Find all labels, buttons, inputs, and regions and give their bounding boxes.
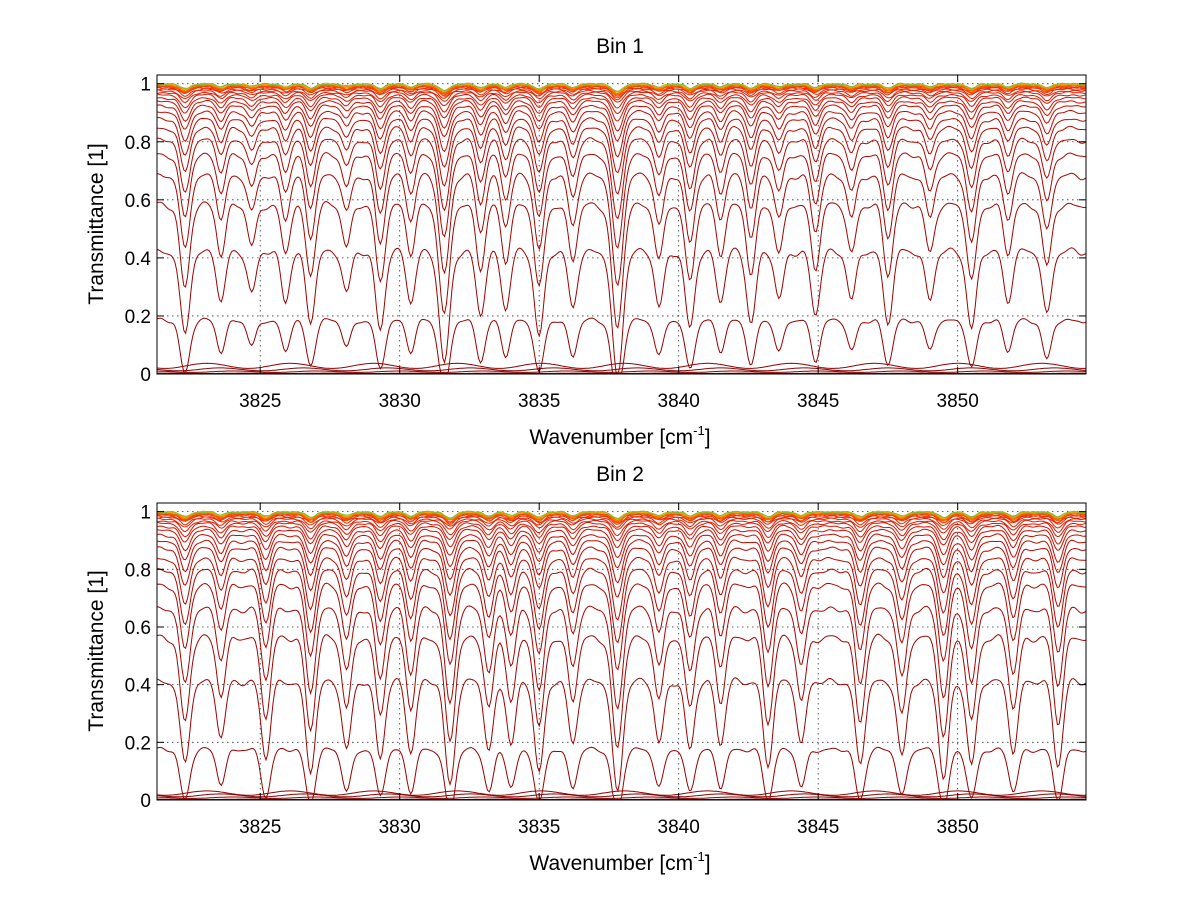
y-tick-label: 0.4: [125, 676, 152, 697]
series-line: [156, 367, 1087, 372]
y-axis-label: Transmittance [1]: [85, 143, 108, 304]
y-tick-label: 0.2: [125, 733, 151, 754]
series-line: [156, 528, 1087, 559]
axes-box: [156, 74, 1087, 375]
series-line: [156, 82, 1087, 93]
series-line: [157, 510, 1087, 520]
series-line: [156, 137, 1087, 220]
x-tick-label: 3825: [239, 391, 281, 412]
series-line: [156, 109, 1087, 158]
ticks: 3825 3830 3835 3840 3845 3850 0 0.2 0.4 0.6 0.8 1: [125, 75, 1086, 412]
x-tick-label: 3835: [518, 817, 560, 838]
series-line: [156, 524, 1087, 549]
series-line: [156, 104, 1087, 142]
axes-box: [156, 502, 1087, 801]
series-line: [156, 633, 1087, 749]
chart-title: Bin 1: [596, 35, 644, 58]
series-line: [156, 510, 1087, 520]
series-line: [156, 93, 1087, 115]
x-axis-label-text: Wavenumber [cm: [529, 852, 693, 875]
chart-panel-bin-2: Bin 2 3825 3830 3835 3840 3845 3850 0 0.2 0.4 0.6…: [85, 463, 1087, 875]
series-line: [157, 152, 1086, 249]
series-line: [156, 84, 1087, 97]
x-tick-label: 3830: [379, 817, 421, 838]
series-line: [156, 605, 1087, 710]
series-line: [156, 96, 1087, 122]
y-tick-label: 0.6: [125, 618, 151, 639]
series-line: [156, 567, 1087, 644]
x-tick-label: 3840: [658, 817, 700, 838]
y-tick-label: 0: [140, 365, 151, 386]
x-axis-label-sup: -1: [693, 849, 705, 864]
x-axis-label: Wavenumber [cm-1]: [529, 423, 710, 449]
y-tick-label: 1: [140, 503, 151, 524]
x-tick-label: 3845: [797, 391, 839, 412]
series-line: [156, 87, 1087, 101]
ticks: 3825 3830 3835 3840 3845 3850 0 0.2 0.4 0.6 0.8 1: [125, 503, 1086, 838]
series-line: [156, 125, 1087, 195]
series-line: [157, 82, 1087, 92]
series-line: [156, 511, 1087, 522]
series-line: [156, 172, 1087, 287]
series-line: [156, 83, 1087, 95]
series-line: [156, 790, 1086, 796]
x-axis-label-text: Wavenumber [cm: [529, 426, 693, 449]
series-line: [156, 247, 1087, 375]
x-tick-label: 3850: [937, 817, 979, 838]
y-axis-label: Transmittance [1]: [85, 570, 108, 731]
series-line: [156, 362, 1086, 369]
y-tick-label: 0.6: [125, 191, 151, 212]
y-tick-label: 0.8: [125, 133, 151, 154]
series-line: [156, 521, 1087, 542]
series-line: [156, 546, 1087, 598]
series-line: [156, 99, 1087, 132]
x-axis-label-end: ]: [705, 852, 711, 875]
series-line: [156, 519, 1087, 537]
chart-panel-bin-1: Bin 1 3825 3830 3835 3840 3845 3850 0 0.2 0.4 0.6…: [85, 35, 1087, 449]
series-line: [156, 89, 1087, 103]
series-line: [156, 533, 1087, 569]
y-tick-label: 0.8: [125, 560, 151, 581]
series-line: [156, 677, 1087, 793]
series-line: [156, 201, 1087, 329]
x-tick-label: 3835: [518, 391, 560, 412]
x-tick-label: 3850: [937, 391, 979, 412]
y-tick-label: 0.2: [125, 307, 151, 328]
y-tick-label: 0: [140, 791, 151, 812]
series-line: [156, 517, 1087, 530]
x-tick-label: 3830: [379, 391, 421, 412]
y-tick-label: 0.4: [125, 249, 152, 270]
x-tick-label: 3825: [239, 817, 281, 838]
series-line: [156, 582, 1086, 671]
series-line: [156, 116, 1087, 174]
series-line: [156, 556, 1087, 621]
series-line: [156, 91, 1087, 109]
x-tick-label: 3845: [797, 817, 839, 838]
x-axis-label-sup: -1: [693, 423, 705, 438]
x-tick-label: 3840: [658, 391, 700, 412]
y-tick-label: 1: [140, 75, 151, 96]
series-line: [156, 539, 1087, 584]
chart-title: Bin 2: [596, 463, 644, 486]
x-axis-label-end: ]: [705, 426, 711, 449]
x-axis-label: Wavenumber [cm-1]: [529, 849, 710, 875]
